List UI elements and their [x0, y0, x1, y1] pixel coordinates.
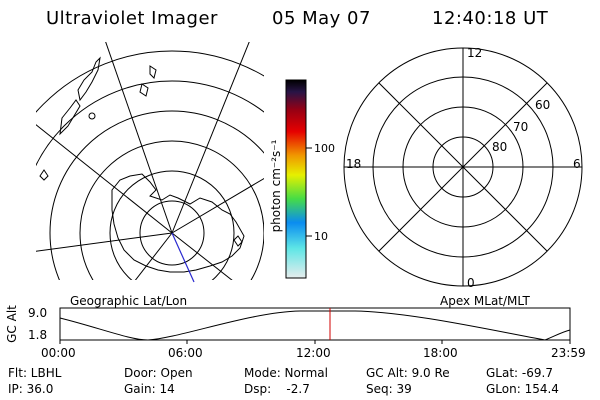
- info-ip: IP: 36.0: [8, 382, 54, 396]
- mlt-label-0: 0: [467, 276, 475, 290]
- mlt-label-12: 12: [467, 46, 483, 60]
- colorbar-tick-10: 10: [314, 230, 328, 243]
- info-dsp: Dsp: -2.7: [244, 382, 310, 396]
- info-mode: Mode: Normal: [244, 366, 328, 380]
- header-time: 12:40:18 UT: [432, 8, 549, 29]
- colorbar-tick-100: 100: [314, 142, 335, 155]
- info-glon: GLon: 154.4: [486, 382, 559, 396]
- gc-xtick-0: 00:00: [41, 346, 76, 360]
- magnetic-panel-label: Apex MLat/MLT: [440, 294, 530, 308]
- mlt-label-6: 6: [573, 157, 581, 171]
- gc-alt-ymax: 9.0: [28, 306, 48, 320]
- geographic-panel-label: Geographic Lat/Lon: [70, 294, 188, 308]
- app-title: Ultraviolet Imager: [46, 8, 218, 29]
- info-gc-alt: GC Alt: 9.0 Re: [366, 366, 450, 380]
- info-seq: Seq: 39: [366, 382, 412, 396]
- gc-alt-axis-label: GC Alt: [5, 305, 19, 343]
- mlt-label-18: 18: [346, 157, 362, 171]
- info-gain: Gain: 14: [124, 382, 175, 396]
- gc-xtick-3: 18:00: [423, 346, 458, 360]
- info-door: Door: Open: [124, 366, 193, 380]
- mlat-label-80: 80: [492, 140, 508, 154]
- gc-alt-ymin: 1.8: [28, 328, 48, 342]
- info-flt: Flt: LBHL: [8, 366, 62, 380]
- info-glat: GLat: -69.7: [486, 366, 553, 380]
- gc-xtick-4: 23:59: [551, 346, 586, 360]
- mlat-label-60: 60: [535, 98, 551, 112]
- header-date: 05 May 07: [272, 8, 371, 29]
- gc-xtick-2: 12:00: [296, 346, 331, 360]
- view-line: [171, 232, 195, 283]
- mlat-label-70: 70: [513, 120, 529, 134]
- gc-xtick-1: 06:00: [168, 346, 203, 360]
